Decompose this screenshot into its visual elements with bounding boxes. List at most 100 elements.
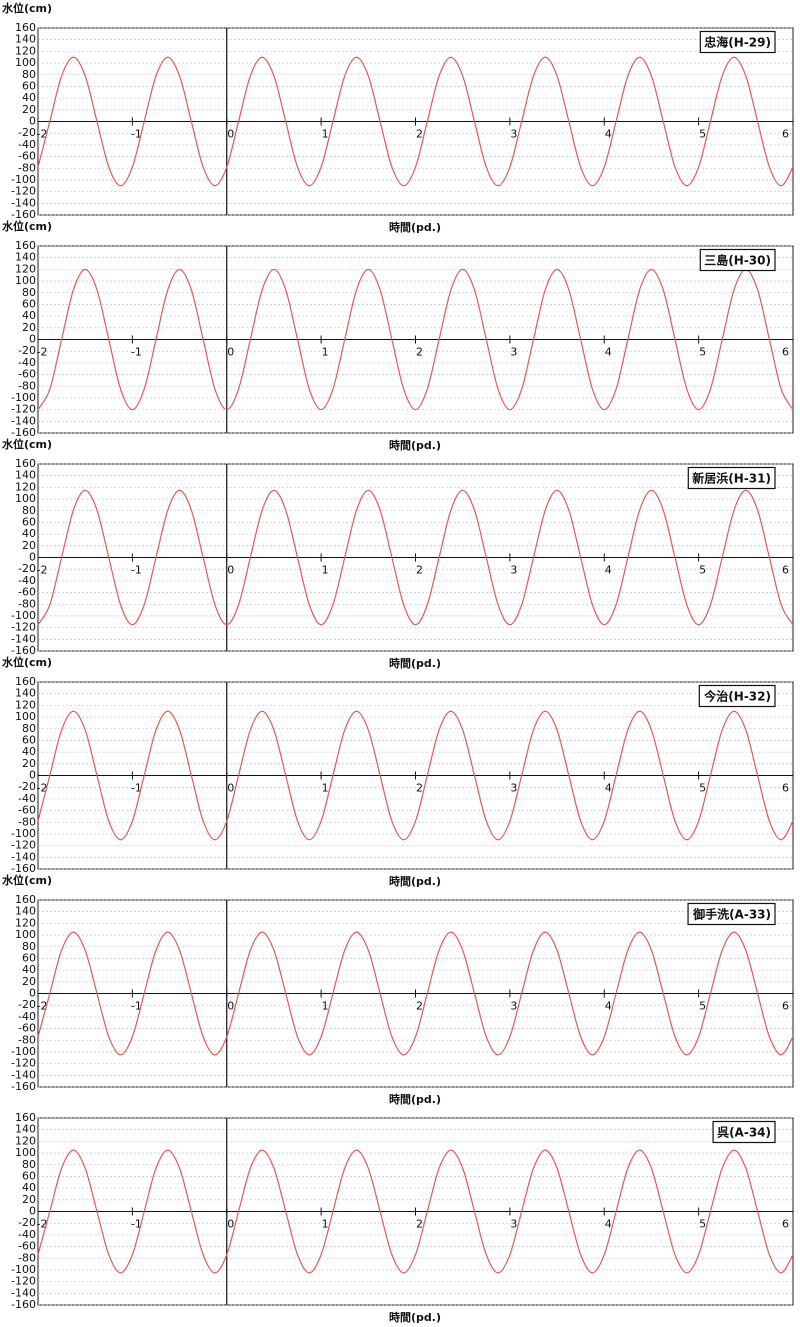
x-tick-label: 2 bbox=[416, 128, 423, 141]
x-tick-label: 6 bbox=[782, 782, 789, 795]
y-tick-label: -60 bbox=[18, 1240, 36, 1253]
y-tick-label: 160 bbox=[15, 675, 36, 688]
y-tick-label: 120 bbox=[15, 698, 36, 711]
y-tick-label: 60 bbox=[22, 79, 36, 92]
y-tick-label: 160 bbox=[15, 21, 36, 34]
panel-title-box bbox=[699, 30, 776, 54]
y-tick-label: 140 bbox=[15, 687, 36, 700]
x-tick-label: 6 bbox=[782, 1000, 789, 1013]
x-axis-label: 時間(pd.) bbox=[389, 1092, 441, 1106]
x-tick-label: -2 bbox=[37, 1000, 48, 1013]
x-axis-label: 時間(pd.) bbox=[389, 438, 441, 452]
y-axis-label: 水位(cm) bbox=[2, 437, 52, 451]
y-tick-label: -80 bbox=[18, 815, 36, 828]
y-tick-label: -160 bbox=[11, 862, 36, 875]
x-tick-label: 5 bbox=[699, 128, 706, 141]
x-tick-label: 4 bbox=[605, 782, 612, 795]
y-tick-label: 120 bbox=[15, 44, 36, 57]
y-tick-label: 140 bbox=[15, 469, 36, 482]
y-tick-label: 40 bbox=[22, 527, 36, 540]
y-tick-label: 20 bbox=[22, 103, 36, 116]
y-tick-label: -160 bbox=[11, 426, 36, 439]
y-tick-label: -100 bbox=[11, 609, 36, 622]
y-tick-label: 120 bbox=[15, 1134, 36, 1147]
x-tick-label: 6 bbox=[782, 346, 789, 359]
x-tick-label: 4 bbox=[605, 1218, 612, 1231]
y-tick-label: -80 bbox=[18, 1033, 36, 1046]
data-line bbox=[37, 56, 794, 187]
y-tick-label: 60 bbox=[22, 515, 36, 528]
y-tick-label: -40 bbox=[18, 1228, 36, 1241]
y-tick-label: 100 bbox=[15, 1146, 36, 1159]
y-tick-label: -80 bbox=[18, 1251, 36, 1264]
y-tick-label: -60 bbox=[18, 586, 36, 599]
y-tick-label: 140 bbox=[15, 905, 36, 918]
x-tick-label: 5 bbox=[699, 782, 706, 795]
x-tick-label: 2 bbox=[416, 1000, 423, 1013]
x-tick-label: 1 bbox=[322, 782, 329, 795]
y-tick-label: 0 bbox=[29, 115, 36, 128]
x-tick-label: 0 bbox=[227, 346, 234, 359]
y-tick-label: -120 bbox=[11, 403, 36, 416]
y-tick-label: 20 bbox=[22, 975, 36, 988]
x-tick-label: 2 bbox=[416, 564, 423, 577]
y-tick-label: 40 bbox=[22, 963, 36, 976]
y-tick-label: -160 bbox=[11, 208, 36, 221]
y-tick-label: -40 bbox=[18, 138, 36, 151]
x-tick-label: -1 bbox=[131, 128, 142, 141]
x-tick-label: -2 bbox=[37, 564, 48, 577]
y-axis-label: 水位(cm) bbox=[2, 219, 52, 233]
y-tick-label: 140 bbox=[15, 33, 36, 46]
y-tick-label: 0 bbox=[29, 333, 36, 346]
data-line bbox=[37, 489, 794, 626]
y-axis-label: 水位(cm) bbox=[2, 873, 52, 887]
y-tick-label: -60 bbox=[18, 804, 36, 817]
y-tick-label: 20 bbox=[22, 539, 36, 552]
x-tick-label: -2 bbox=[37, 346, 48, 359]
y-tick-label: 0 bbox=[29, 1205, 36, 1218]
y-tick-label: 160 bbox=[15, 239, 36, 252]
y-tick-label: -160 bbox=[11, 1080, 36, 1093]
y-tick-label: 120 bbox=[15, 262, 36, 275]
panel-title-box bbox=[687, 466, 776, 490]
x-tick-label: 1 bbox=[322, 1000, 329, 1013]
y-tick-label: -60 bbox=[18, 368, 36, 381]
y-tick-label: -140 bbox=[11, 632, 36, 645]
y-tick-label: -120 bbox=[11, 1275, 36, 1288]
y-tick-label: -20 bbox=[18, 1216, 36, 1229]
x-tick-label: 3 bbox=[510, 1218, 517, 1231]
x-tick-label: 3 bbox=[510, 346, 517, 359]
y-tick-label: -120 bbox=[11, 839, 36, 852]
y-tick-label: -60 bbox=[18, 1022, 36, 1035]
x-axis-label: 時間(pd.) bbox=[389, 874, 441, 888]
x-tick-label: -2 bbox=[37, 1218, 48, 1231]
x-axis-label: 時間(pd.) bbox=[389, 1310, 441, 1324]
x-tick-label: 1 bbox=[322, 1218, 329, 1231]
panel-title: 忠海(H-29) bbox=[704, 35, 771, 50]
x-tick-label: 2 bbox=[416, 346, 423, 359]
y-tick-label: 40 bbox=[22, 1181, 36, 1194]
y-tick-label: 100 bbox=[15, 274, 36, 287]
y-tick-label: 40 bbox=[22, 745, 36, 758]
y-tick-label: 160 bbox=[15, 893, 36, 906]
x-tick-label: 2 bbox=[416, 1218, 423, 1231]
x-tick-label: 3 bbox=[510, 1000, 517, 1013]
y-tick-label: 100 bbox=[15, 492, 36, 505]
x-tick-label: 1 bbox=[322, 346, 329, 359]
x-tick-label: 3 bbox=[510, 128, 517, 141]
panel-title: 三島(H-30) bbox=[704, 253, 771, 268]
y-tick-label: 120 bbox=[15, 916, 36, 929]
y-tick-label: 100 bbox=[15, 710, 36, 723]
y-tick-label: -20 bbox=[18, 344, 36, 357]
y-tick-label: -40 bbox=[18, 1010, 36, 1023]
y-tick-label: 160 bbox=[15, 1111, 36, 1124]
y-tick-label: 140 bbox=[15, 1123, 36, 1136]
y-tick-label: -40 bbox=[18, 356, 36, 369]
y-tick-label: -60 bbox=[18, 150, 36, 163]
y-tick-label: 80 bbox=[22, 504, 36, 517]
x-tick-label: 0 bbox=[227, 782, 234, 795]
y-tick-label: -80 bbox=[18, 597, 36, 610]
y-tick-label: -40 bbox=[18, 792, 36, 805]
